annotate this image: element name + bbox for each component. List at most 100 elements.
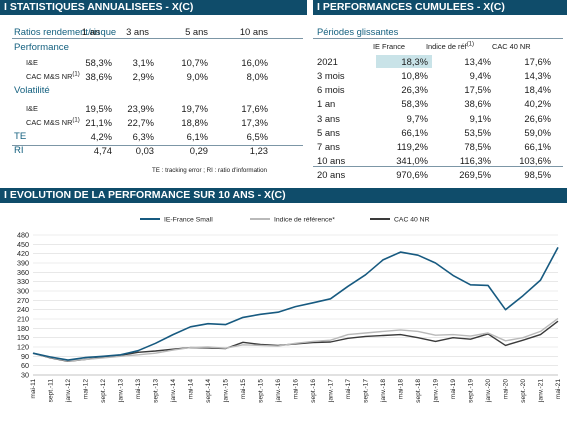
stats-header-10ans: 10 ans [240, 25, 268, 38]
stats-row-label: Volatilité [14, 84, 50, 97]
footnote-marker: (1) [72, 118, 79, 124]
perf-row: 2021 18,3% 13,4% 17,6% [313, 55, 567, 68]
y-tick-label: 90 [21, 352, 29, 361]
stats-value: 19,7% [181, 102, 208, 115]
stats-value: 9,0% [187, 70, 208, 83]
x-tick-label: mai-13 [135, 379, 142, 399]
perf-value: 40,2% [524, 97, 551, 110]
stats-value: 17,6% [241, 102, 268, 115]
perf-value: 119,2% [397, 140, 428, 153]
perf-value: 970,6% [396, 168, 428, 181]
perf-row: 3 ans 9,7% 9,1% 26,6% [313, 112, 567, 125]
perf-header-ie: IE France [373, 40, 405, 53]
perf-value: 269,5% [459, 168, 491, 181]
stats-value: 4,2% [91, 130, 112, 143]
perf-header-cac: CAC 40 NR [492, 40, 531, 53]
stats-row-label: Performance [14, 41, 69, 54]
perf-value: 26,6% [524, 112, 551, 125]
x-tick-label: janv.-15 [223, 379, 230, 403]
x-tick-label: janv.-18 [380, 379, 387, 403]
stats-value: 6,5% [247, 130, 268, 143]
series-line-reference [33, 318, 558, 361]
perf-row: 1 an 58,3% 38,6% 40,2% [313, 97, 567, 110]
stats-row-label: I&E [26, 56, 38, 69]
perf-period: 3 ans [317, 112, 340, 125]
perf-value: 26,3% [401, 83, 428, 96]
stats-row-perf-ie: I&E 58,3% 3,1% 10,7% 16,0% [0, 56, 306, 69]
perf-value: 98,5% [524, 168, 551, 181]
perf-row: 7 ans 119,2% 78,5% 66,1% [313, 140, 567, 153]
chart-gridlines [33, 235, 558, 375]
x-tick-label: sept.-14 [205, 379, 212, 403]
perf-value: 9,4% [470, 69, 491, 82]
stats-value: 8,0% [247, 70, 268, 83]
perf-period: 2021 [317, 55, 338, 68]
stats-rows: Performance I&E 58,3% 3,1% 10,7% 16,0% C… [0, 41, 306, 166]
stats-row-vol-cac: CAC M&S NR(1) 21,1% 22,7% 18,8% 17,3% [0, 116, 306, 129]
perf-header-ref: Indice de réf(1) [426, 40, 474, 53]
chart-series [33, 247, 558, 361]
perf-value: 38,6% [464, 97, 491, 110]
y-tick-label: 180 [17, 324, 29, 333]
stats-value: 22,7% [127, 116, 154, 129]
stats-value: 17,3% [241, 116, 268, 129]
x-tick-label: janv.-17 [328, 379, 335, 403]
stats-value: 18,8% [181, 116, 208, 129]
perf-period: 5 ans [317, 126, 340, 139]
x-tick-label: janv.-16 [275, 379, 282, 403]
x-tick-label: mai-17 [345, 379, 352, 399]
x-tick-label: mai-18 [398, 379, 405, 399]
perf-value: 9,7% [407, 112, 428, 125]
stats-header-label: Ratios rendement/risque [14, 25, 116, 38]
stats-row-volatilite: Volatilité [0, 84, 306, 97]
stats-value: 19,5% [85, 102, 112, 115]
stats-row-perf-cac: CAC M&S NR(1) 38,6% 2,9% 9,0% 8,0% [0, 70, 306, 83]
x-tick-label: sept.-16 [310, 379, 317, 403]
x-tick-label: sept.-20 [520, 379, 527, 403]
x-tick-label: sept.-17 [363, 379, 370, 403]
stats-header-rule [12, 38, 303, 39]
perf-period: 3 mois [317, 69, 345, 82]
x-tick-label: mai-21 [555, 379, 562, 399]
perf-value-highlighted: 18,3% [376, 55, 432, 68]
stats-row-vol-ie: I&E 19,5% 23,9% 19,7% 17,6% [0, 102, 306, 115]
x-tick-label: janv.-20 [485, 379, 492, 403]
stats-value: 2,9% [133, 70, 154, 83]
x-tick-label: sept.-18 [415, 379, 422, 403]
footnote-marker: (1) [72, 72, 79, 78]
perf-row: 3 mois 10,8% 9,4% 14,3% [313, 69, 567, 82]
perf-value: 78,5% [464, 140, 491, 153]
stats-header-5ans: 5 ans [185, 25, 208, 38]
perf-value: 58,3% [401, 97, 428, 110]
x-tick-label: mai-12 [83, 379, 90, 399]
y-tick-label: 450 [17, 240, 29, 249]
perf-row-divider [313, 166, 563, 167]
y-tick-label: 270 [17, 296, 29, 305]
stats-value: 6,1% [187, 130, 208, 143]
perf-period: 1 an [317, 97, 335, 110]
perf-value: 53,5% [464, 126, 491, 139]
x-tick-label: mai-11 [30, 379, 37, 399]
stats-value: 23,9% [127, 102, 154, 115]
stats-row-te: TE 4,2% 6,3% 6,1% 6,5% [0, 130, 306, 143]
stats-value: 10,7% [181, 56, 208, 69]
perf-value: 13,4% [464, 55, 491, 68]
chart-x-axis: mai-11 sept.-11 janv.-12 mai-12 sept.-12 janv… [30, 375, 562, 403]
legend-label: Indice de référence* [274, 217, 335, 224]
x-tick-label: janv.-12 [65, 379, 72, 403]
perf-period: 7 ans [317, 140, 340, 153]
perf-row: 20 ans 970,6% 269,5% 98,5% [313, 168, 567, 181]
y-tick-label: 420 [17, 249, 29, 258]
x-tick-label: sept.-11 [48, 379, 55, 403]
legend-label: IE-France Small [164, 217, 213, 224]
x-tick-label: mai-14 [188, 379, 195, 399]
y-tick-label: 120 [17, 343, 29, 352]
perf-period: 20 ans [317, 168, 345, 181]
y-tick-label: 330 [17, 277, 29, 286]
perf-value: 10,8% [401, 69, 428, 82]
y-tick-label: 60 [21, 361, 29, 370]
stats-row-divider [12, 145, 303, 146]
stats-row-label: CAC M&S NR(1) [26, 70, 80, 83]
y-tick-label: 480 [17, 231, 29, 240]
perf-rows: 2021 18,3% 13,4% 17,6% 3 mois 10,8% 9,4%… [313, 55, 567, 180]
